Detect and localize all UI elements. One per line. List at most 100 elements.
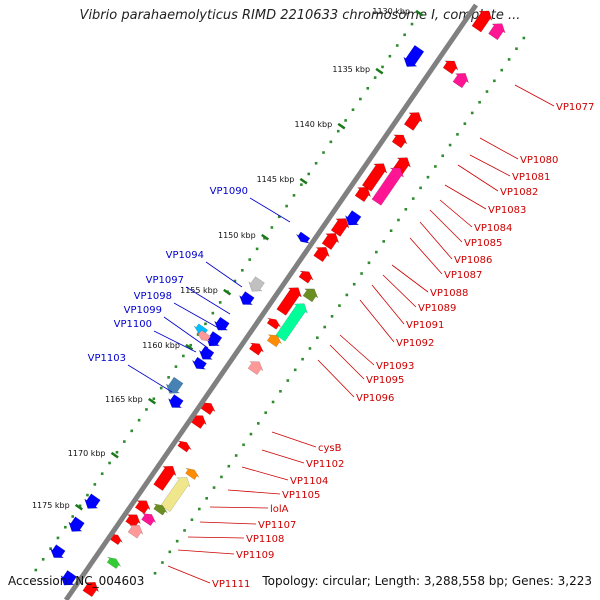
forward-gene-label[interactable]: VP1084: [474, 223, 512, 234]
forward-gene[interactable]: [266, 334, 283, 348]
forward-gene-label[interactable]: VP1089: [418, 303, 456, 314]
forward-gene[interactable]: [371, 167, 404, 206]
scale-ticks: 1130 kbp 1135 kbp 1140 kbp 1145 kbp 1150 kbp…: [32, 7, 424, 511]
track-dot: [515, 47, 518, 51]
forward-gene[interactable]: [177, 440, 192, 453]
track-dot: [108, 461, 111, 465]
forward-gene-label[interactable]: VP1092: [396, 338, 434, 349]
forward-gene[interactable]: [247, 361, 264, 376]
track-dot: [522, 36, 526, 40]
label-leader: [271, 431, 317, 448]
forward-gene-label[interactable]: VP1095: [366, 375, 404, 386]
forward-gene[interactable]: [452, 73, 470, 89]
forward-gene-label[interactable]: VP1111: [212, 579, 250, 590]
reverse-gene-label[interactable]: VP1099: [124, 305, 162, 316]
forward-gene-label[interactable]: VP1104: [290, 476, 328, 487]
forward-gene-label[interactable]: VP1080: [520, 155, 558, 166]
reverse-gene[interactable]: [238, 291, 255, 305]
forward-gene[interactable]: [185, 468, 200, 480]
reverse-gene[interactable]: [344, 210, 362, 226]
track-dot: [78, 504, 82, 508]
forward-gene-label[interactable]: VP1077: [556, 102, 594, 113]
forward-gene[interactable]: [442, 60, 459, 75]
track-dot: [189, 343, 193, 347]
forward-gene[interactable]: [471, 10, 493, 33]
forward-gene[interactable]: [313, 246, 330, 263]
forward-gene[interactable]: [275, 303, 308, 342]
forward-gene[interactable]: [361, 163, 388, 192]
reverse-gene[interactable]: [191, 356, 207, 370]
scale-tick: [185, 343, 194, 351]
reverse-gene-label[interactable]: VP1094: [166, 250, 204, 261]
forward-gene-label[interactable]: cysB: [318, 443, 342, 454]
forward-gene-label[interactable]: VP1102: [306, 459, 344, 470]
forward-gene[interactable]: [403, 112, 423, 131]
forward-gene-label[interactable]: VP1105: [282, 490, 320, 501]
forward-gene-label[interactable]: VP1096: [356, 393, 394, 404]
reverse-gene[interactable]: [248, 276, 265, 292]
reverse-gene[interactable]: [198, 345, 215, 360]
track-dot: [255, 247, 259, 251]
forward-gene-label[interactable]: lolA: [270, 504, 289, 515]
forward-gene[interactable]: [153, 465, 177, 491]
reverse-gene-label[interactable]: VP1097: [146, 275, 184, 286]
forward-gene[interactable]: [330, 218, 350, 237]
forward-gene[interactable]: [141, 513, 157, 527]
forward-gene[interactable]: [106, 557, 121, 569]
forward-gene[interactable]: [276, 287, 302, 316]
forward-gene-label[interactable]: VP1088: [430, 288, 468, 299]
track-dot: [397, 218, 400, 222]
reverse-gene[interactable]: [196, 329, 211, 342]
forward-gene[interactable]: [134, 500, 151, 515]
track-dot: [130, 429, 134, 433]
label-leader: [177, 549, 235, 555]
forward-gene-label[interactable]: VP1087: [444, 270, 482, 281]
reverse-gene-label[interactable]: VP1100: [114, 319, 152, 330]
reverse-gene-label[interactable]: VP1098: [134, 291, 172, 302]
track-dot: [381, 65, 384, 69]
reverse-gene[interactable]: [167, 394, 184, 408]
forward-gene[interactable]: [153, 503, 168, 516]
forward-gene-label[interactable]: VP1081: [512, 172, 550, 183]
forward-gene[interactable]: [391, 134, 408, 149]
forward-gene[interactable]: [354, 186, 372, 203]
forward-gene[interactable]: [248, 342, 265, 356]
forward-gene-label[interactable]: VP1086: [454, 255, 492, 266]
forward-gene[interactable]: [321, 233, 340, 251]
forward-gene-label[interactable]: VP1085: [464, 238, 502, 249]
forward-gene-label[interactable]: VP1082: [500, 187, 538, 198]
forward-gene-label[interactable]: VP1091: [406, 320, 444, 331]
forward-gene[interactable]: [302, 288, 319, 303]
reverse-gene-label[interactable]: VP1103: [88, 353, 126, 364]
track-dot: [49, 547, 52, 550]
forward-gene[interactable]: [266, 317, 281, 330]
label-leader: [391, 264, 429, 293]
track-dot: [279, 389, 282, 393]
forward-gene-label[interactable]: VP1093: [376, 361, 414, 372]
forward-gene[interactable]: [82, 581, 99, 598]
reverse-gene[interactable]: [60, 570, 77, 586]
reverse-gene[interactable]: [49, 544, 66, 558]
reverse-gene-label[interactable]: VP1090: [210, 186, 248, 197]
forward-gene-label[interactable]: VP1107: [258, 520, 296, 531]
reverse-gene[interactable]: [165, 376, 184, 394]
track-dot: [404, 207, 408, 211]
scale-tick: [148, 397, 157, 405]
reverse-gene[interactable]: [296, 231, 311, 244]
track-dot: [301, 357, 304, 361]
forward-gene-label[interactable]: VP1108: [246, 534, 284, 545]
track-dot: [167, 376, 170, 379]
reverse-gene[interactable]: [403, 44, 425, 67]
forward-gene[interactable]: [298, 270, 314, 284]
forward-gene-label[interactable]: VP1109: [236, 550, 274, 561]
reverse-gene[interactable]: [84, 493, 101, 509]
forward-gene-label[interactable]: VP1083: [488, 205, 526, 216]
label-leader: [371, 284, 405, 325]
forward-gene[interactable]: [488, 23, 506, 41]
reverse-gene[interactable]: [68, 516, 85, 532]
forward-gene[interactable]: [127, 524, 144, 539]
forward-gene[interactable]: [160, 477, 191, 513]
tick-track: [34, 22, 526, 575]
reverse-gene[interactable]: [213, 316, 230, 331]
